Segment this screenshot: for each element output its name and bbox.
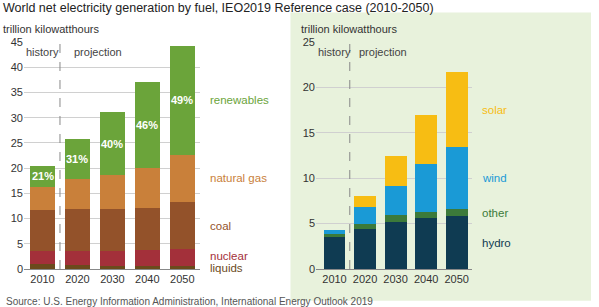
svg-text:Source: U.S. Energy Informatio: Source: U.S. Energy Information Administ… (6, 296, 373, 307)
svg-text:liquids: liquids (210, 262, 243, 274)
svg-text:World net electricity generati: World net electricity generation by fuel… (3, 1, 434, 15)
svg-text:other: other (482, 207, 508, 219)
svg-text:2010: 2010 (30, 273, 54, 285)
svg-text:solar: solar (482, 104, 507, 116)
svg-text:10: 10 (11, 212, 23, 224)
svg-text:49%: 49% (171, 94, 193, 106)
svg-text:natural gas: natural gas (210, 172, 267, 184)
svg-text:nuclear: nuclear (210, 250, 248, 262)
svg-text:15: 15 (11, 187, 23, 199)
svg-text:40%: 40% (101, 138, 123, 150)
svg-text:0: 0 (309, 263, 315, 275)
svg-text:35: 35 (11, 86, 23, 98)
svg-text:history: history (318, 46, 351, 58)
svg-text:2020: 2020 (353, 273, 377, 285)
svg-text:20: 20 (303, 81, 315, 93)
svg-text:10: 10 (303, 172, 315, 184)
svg-text:2030: 2030 (383, 273, 407, 285)
svg-text:46%: 46% (136, 119, 158, 131)
svg-text:trillion kilowatthours: trillion kilowatthours (301, 23, 397, 35)
svg-text:2030: 2030 (100, 273, 124, 285)
svg-text:25: 25 (303, 36, 315, 48)
svg-text:30: 30 (11, 112, 23, 124)
svg-text:0: 0 (17, 263, 23, 275)
svg-text:40: 40 (11, 61, 23, 73)
svg-text:15: 15 (303, 127, 315, 139)
svg-text:wind: wind (482, 172, 507, 184)
svg-text:2040: 2040 (414, 273, 438, 285)
svg-text:45: 45 (11, 36, 23, 48)
svg-text:2010: 2010 (322, 273, 346, 285)
svg-text:history: history (26, 46, 59, 58)
svg-text:31%: 31% (66, 153, 88, 165)
svg-text:20: 20 (11, 162, 23, 174)
svg-text:2050: 2050 (444, 273, 468, 285)
svg-text:25: 25 (11, 137, 23, 149)
svg-text:2040: 2040 (135, 273, 159, 285)
svg-text:5: 5 (309, 217, 315, 229)
svg-text:coal: coal (210, 220, 231, 232)
svg-text:hydro: hydro (482, 237, 511, 249)
svg-text:2050: 2050 (170, 273, 194, 285)
svg-text:projection: projection (74, 46, 122, 58)
svg-text:projection: projection (359, 46, 407, 58)
svg-text:5: 5 (17, 238, 23, 250)
svg-text:renewables: renewables (210, 94, 269, 106)
svg-text:21%: 21% (32, 170, 54, 182)
svg-text:trillion kilowatthours: trillion kilowatthours (3, 23, 99, 35)
svg-text:2020: 2020 (65, 273, 89, 285)
